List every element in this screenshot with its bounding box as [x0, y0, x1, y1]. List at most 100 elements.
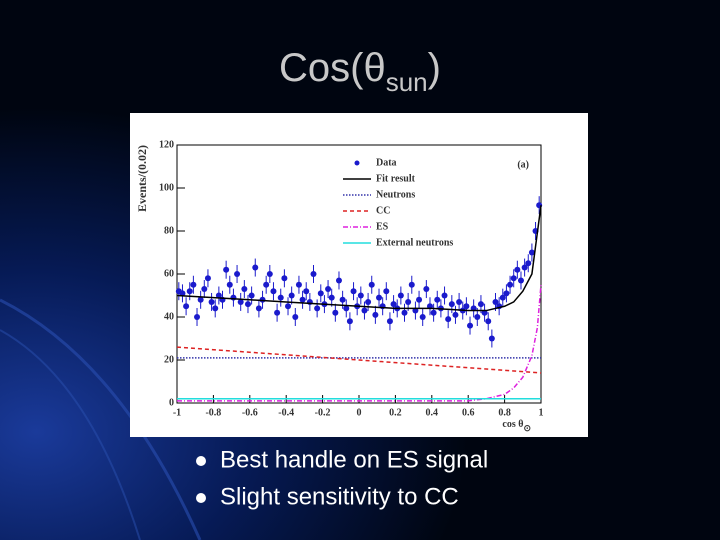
- data-point: [339, 296, 346, 303]
- data-point: [485, 318, 492, 325]
- y-tick-label: 60: [164, 268, 174, 279]
- legend-label: ES: [376, 221, 389, 232]
- data-point: [368, 281, 375, 288]
- data-point: [299, 296, 306, 303]
- x-axis-label-sub: ⊙: [523, 423, 531, 433]
- data-point: [266, 271, 273, 277]
- data-point: [503, 290, 510, 297]
- data-point: [376, 294, 383, 301]
- x-tick-label: 1: [539, 407, 544, 418]
- data-point: [350, 288, 357, 295]
- data-point: [474, 314, 481, 320]
- data-point: [263, 281, 270, 288]
- data-point: [492, 298, 499, 305]
- data-point: [281, 275, 288, 282]
- swirl: [0, 298, 202, 541]
- data-point: [408, 281, 415, 288]
- data-point: [477, 301, 484, 308]
- data-point: [467, 322, 474, 329]
- data-point: [234, 271, 241, 277]
- data-point: [288, 292, 295, 299]
- y-axis-label: Events/(0.02): [135, 145, 149, 212]
- data-point: [510, 275, 517, 282]
- data-point: [517, 277, 524, 284]
- data-point: [241, 286, 248, 293]
- data-point: [357, 292, 364, 299]
- data-point: [292, 314, 299, 320]
- data-point: [325, 286, 332, 293]
- data-point: [215, 292, 222, 299]
- data-point: [499, 294, 506, 301]
- data-point: [346, 318, 353, 325]
- data-point: [514, 266, 521, 273]
- y-tick-label: 0: [169, 397, 174, 408]
- y-tick-label: 40: [164, 311, 174, 322]
- curve: [176, 205, 542, 312]
- curve: [177, 284, 542, 402]
- data-point: [405, 298, 412, 305]
- data-point: [252, 264, 259, 271]
- data-point: [237, 298, 244, 305]
- data-point: [335, 277, 342, 284]
- data-point: [274, 309, 281, 316]
- data-point: [277, 294, 284, 301]
- data-point: [383, 288, 390, 295]
- data-point: [397, 292, 404, 299]
- y-tick-label: 20: [164, 354, 174, 365]
- bullet: Best handle on ES signal: [220, 446, 488, 473]
- legend-label: External neutrons: [376, 237, 453, 248]
- data-point: [430, 309, 437, 316]
- data-point: [434, 296, 441, 303]
- data-point: [507, 281, 514, 288]
- data-point: [386, 318, 393, 325]
- x-axis-label: cos θ⊙: [502, 419, 531, 433]
- y-tick-label: 120: [159, 139, 174, 150]
- data-point: [285, 303, 292, 310]
- data-point: [295, 281, 302, 288]
- data-point: [255, 305, 262, 312]
- legend-label: CC: [376, 205, 390, 216]
- data-point: [452, 311, 459, 318]
- data-point: [372, 311, 379, 318]
- slide-title: Cos(θsun): [279, 46, 441, 97]
- data-point: [328, 294, 335, 301]
- data-point: [226, 281, 233, 288]
- x-axis-label-main: cos θ: [502, 419, 523, 430]
- data-point: [317, 290, 324, 297]
- data-point: [201, 286, 208, 293]
- curve: [176, 346, 542, 374]
- chart-panel: [130, 113, 588, 437]
- bullet: Slight sensitivity to CC: [220, 483, 459, 510]
- x-tick-label: 0.8: [498, 407, 511, 418]
- data-point: [310, 271, 317, 277]
- data-point: [194, 314, 201, 320]
- data-point: [314, 305, 321, 312]
- data-point: [401, 309, 408, 316]
- data-point: [212, 305, 219, 312]
- data-point: [186, 288, 193, 295]
- data-point: [528, 249, 535, 256]
- x-tick-label: -0.4: [278, 407, 294, 418]
- x-tick-label: 0.6: [462, 407, 475, 418]
- y-tick-label: 100: [159, 182, 174, 193]
- data-point: [332, 309, 339, 316]
- data-point: [445, 316, 452, 323]
- legend-marker: [354, 160, 360, 166]
- data-point: [343, 305, 350, 312]
- y-tick-label: 80: [164, 225, 174, 236]
- data-point: [208, 298, 215, 305]
- bullet-icon: [196, 493, 206, 503]
- data-point: [525, 260, 532, 267]
- data-point: [270, 288, 277, 295]
- data-point: [463, 303, 470, 310]
- data-point: [204, 275, 211, 282]
- data-point: [361, 307, 368, 314]
- data-point: [190, 281, 197, 288]
- x-tick-label: -0.8: [205, 407, 221, 418]
- data-point: [441, 292, 448, 299]
- data-point: [448, 301, 455, 308]
- data-point: [416, 296, 423, 303]
- x-tick-label: -1: [173, 407, 181, 418]
